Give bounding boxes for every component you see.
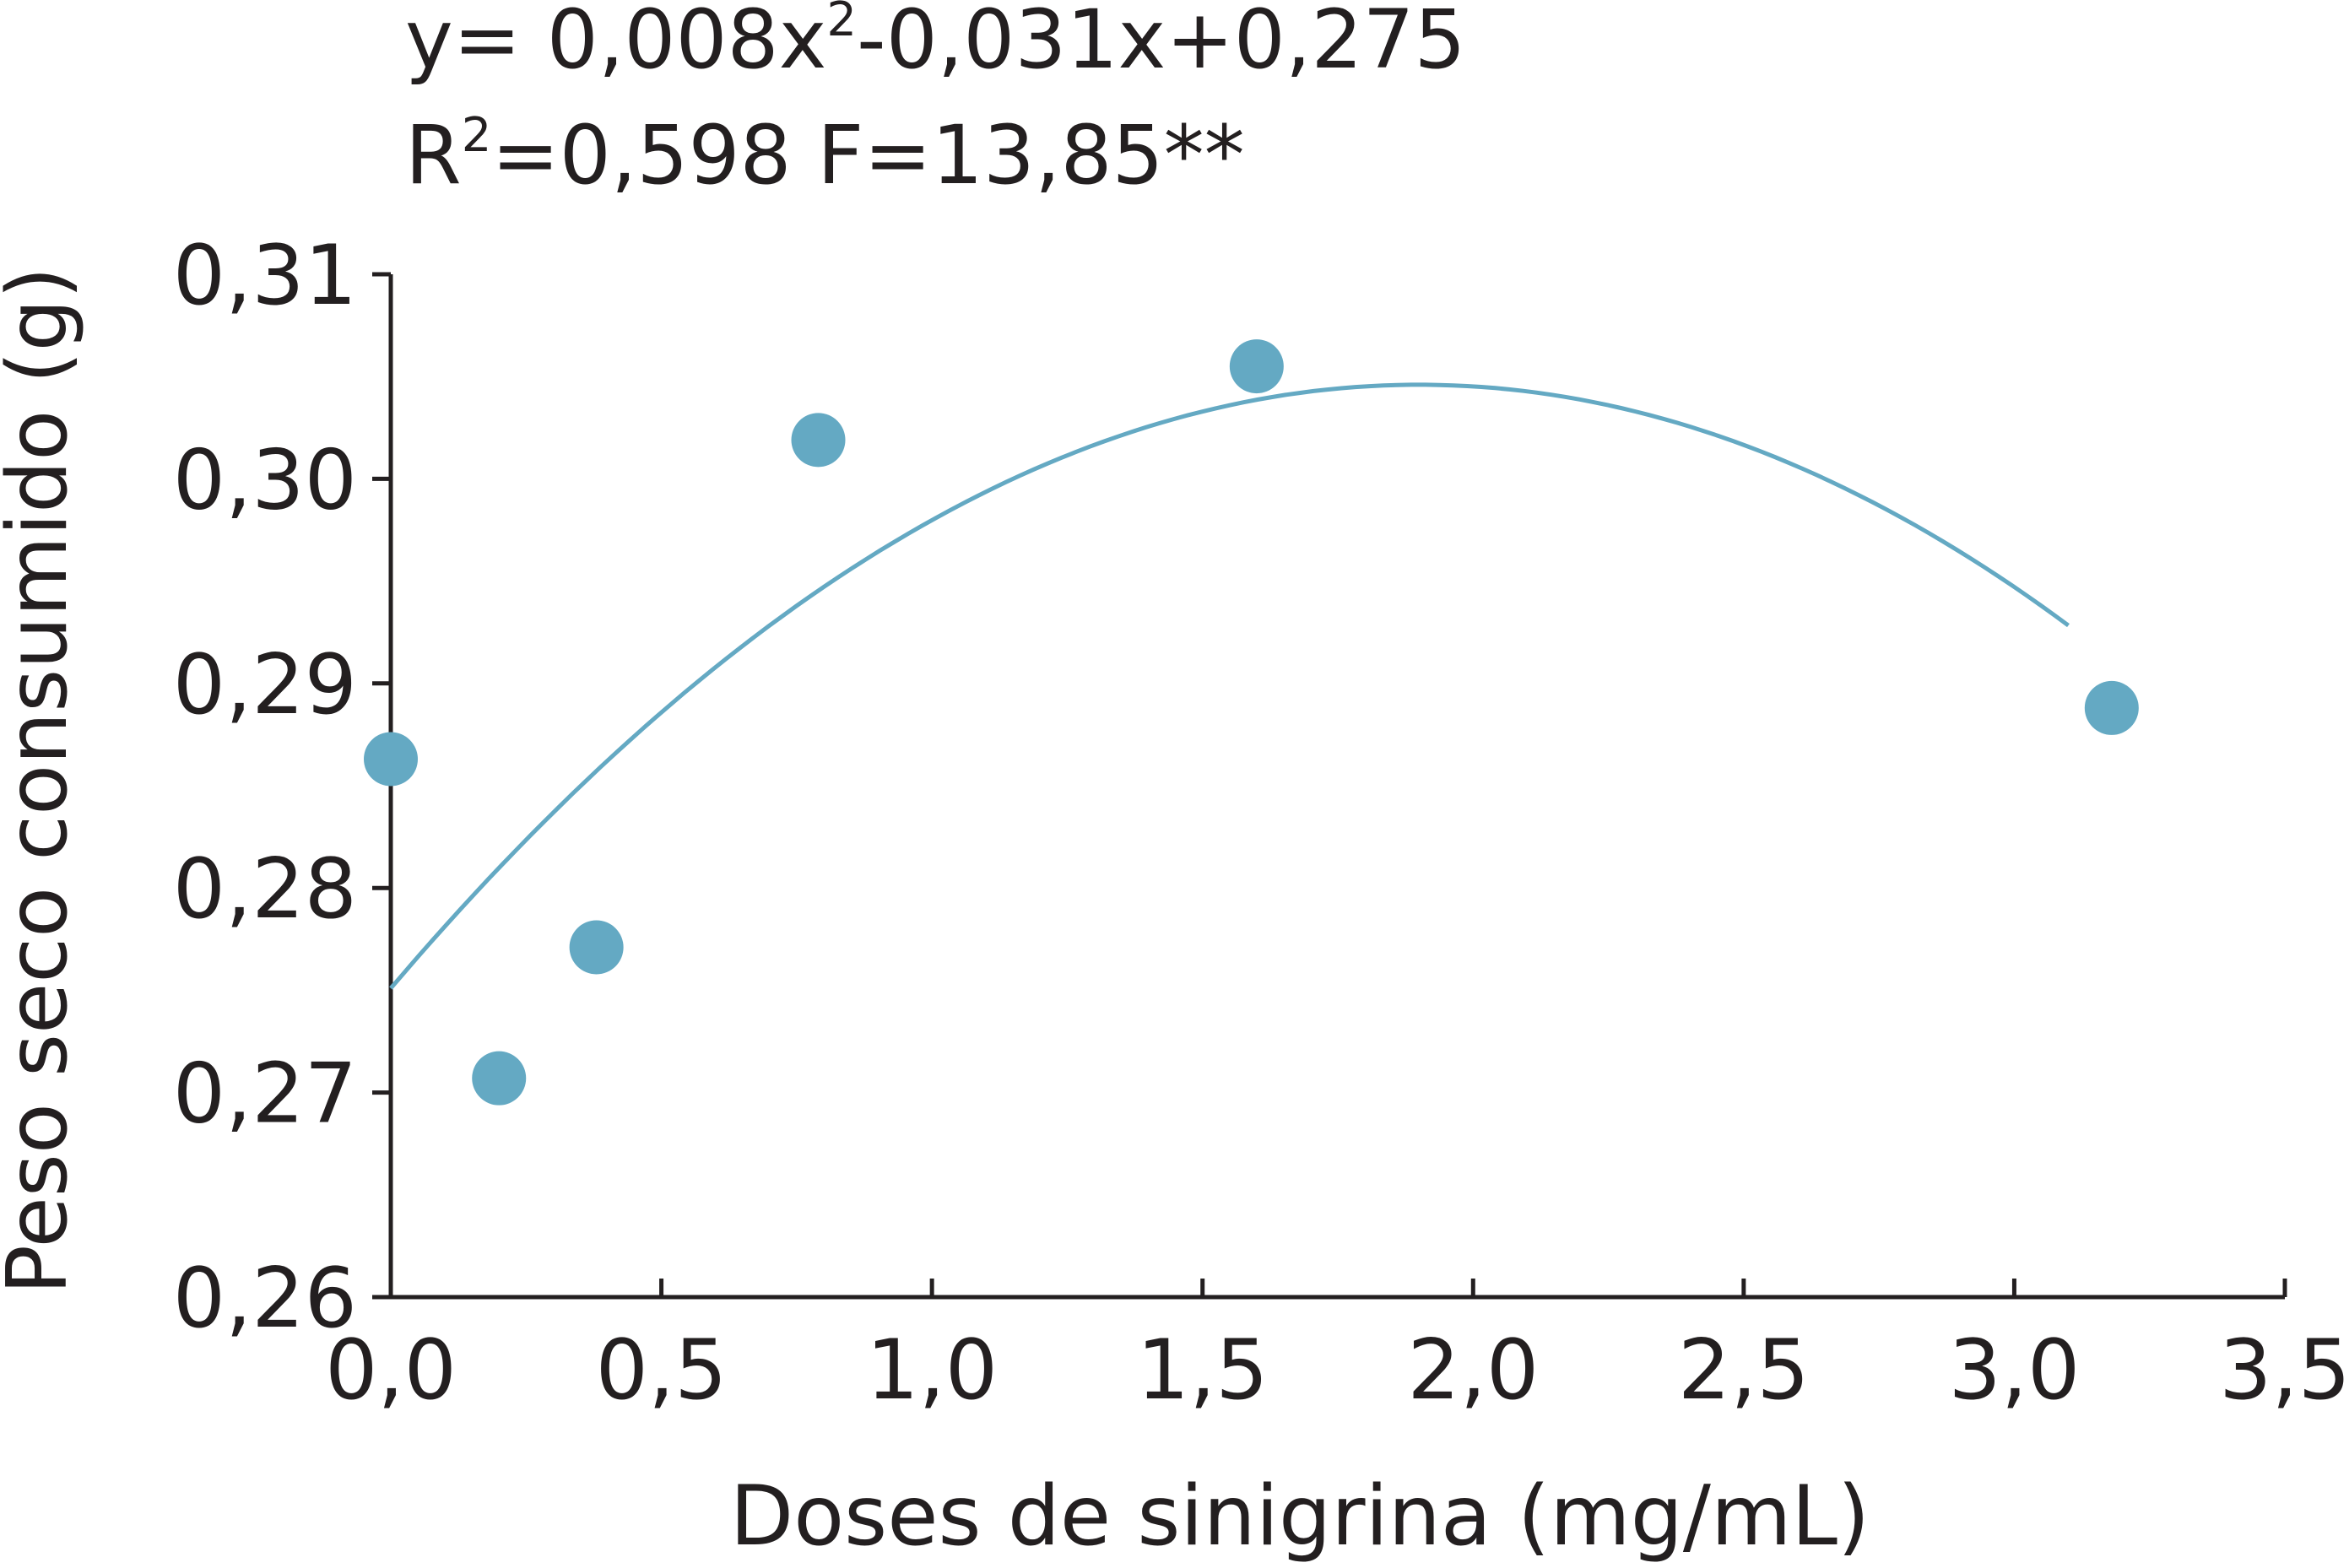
y-tick-label: 0,28 <box>173 841 357 938</box>
data-point <box>364 732 418 787</box>
fit-curve-line <box>389 382 2070 990</box>
equation-prefix: y= 0,008x <box>405 0 826 87</box>
y-axis-label: Peso seco consumido (g) <box>0 267 86 1295</box>
y-tick-label: 0,31 <box>173 228 357 324</box>
stats-suffix: =0,598 F=13,85** <box>491 108 1244 203</box>
x-ticks: 0,0 0,5 1,0 1,5 2,0 2,5 3,0 3,5 <box>325 1279 2349 1419</box>
x-tick-label: 1,5 <box>1137 1322 1269 1419</box>
fit-curve <box>389 382 2070 990</box>
x-axis-label: Doses de sinigrina (mg/mL) <box>730 1468 1870 1564</box>
x-tick-label: 2,0 <box>1407 1322 1539 1419</box>
y-ticks: 0,26 0,27 0,28 0,29 0,30 0,31 <box>173 228 391 1347</box>
data-point <box>2084 680 2139 735</box>
x-tick-label: 0,5 <box>596 1322 728 1419</box>
equation-annotation: y= 0,008x2-0,031x+0,275 <box>405 0 1466 87</box>
data-point <box>472 1051 527 1106</box>
stats-superscript: 2 <box>462 108 492 163</box>
y-tick-label: 0,26 <box>173 1251 357 1347</box>
equation-suffix: -0,031x+0,275 <box>857 0 1466 87</box>
equation-superscript: 2 <box>826 0 857 47</box>
x-tick-label: 2,5 <box>1678 1322 1810 1419</box>
y-tick-label: 0,29 <box>173 637 357 733</box>
data-point <box>1229 339 1284 394</box>
y-tick-label: 0,27 <box>173 1046 357 1143</box>
stats-prefix: R <box>405 108 462 203</box>
data-points <box>364 339 2139 1106</box>
x-tick-label: 3,5 <box>2219 1322 2349 1419</box>
x-tick-label: 3,0 <box>1948 1322 2080 1419</box>
x-tick-label: 0,0 <box>325 1322 457 1419</box>
x-tick-label: 1,0 <box>866 1322 998 1419</box>
data-point <box>791 413 846 468</box>
stats-annotation: R2=0,598 F=13,85** <box>405 108 1245 203</box>
data-point <box>569 920 624 975</box>
y-tick-label: 0,30 <box>173 432 357 528</box>
